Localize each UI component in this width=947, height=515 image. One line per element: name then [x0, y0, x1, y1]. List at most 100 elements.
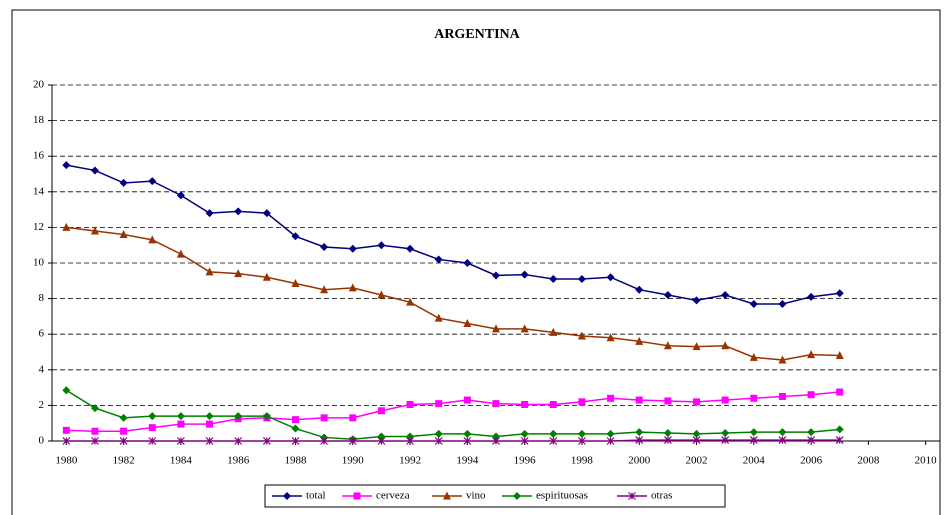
- marker: [578, 437, 586, 445]
- marker: [234, 412, 243, 421]
- marker: [492, 437, 500, 445]
- x-tick-label: 2010: [915, 455, 938, 467]
- marker: [520, 324, 529, 333]
- x-tick-label: 1994: [456, 455, 479, 467]
- marker: [807, 350, 816, 359]
- marker: [521, 401, 529, 409]
- marker: [205, 209, 214, 218]
- legend-label: total: [306, 490, 326, 502]
- marker: [406, 437, 414, 445]
- series-line: [66, 391, 840, 432]
- legend-label: espirituosas: [536, 490, 588, 502]
- marker: [750, 394, 758, 402]
- marker: [234, 207, 243, 216]
- marker: [692, 296, 701, 305]
- marker: [205, 412, 214, 421]
- marker: [348, 244, 357, 253]
- marker: [663, 341, 672, 350]
- marker: [406, 244, 415, 253]
- marker: [577, 275, 586, 284]
- marker: [119, 178, 128, 187]
- marker: [549, 275, 558, 284]
- marker: [91, 437, 99, 445]
- marker: [176, 412, 185, 421]
- marker: [807, 391, 815, 399]
- y-tick-label: 4: [39, 363, 45, 375]
- chart-frame: [11, 9, 941, 515]
- marker: [91, 427, 99, 435]
- marker: [377, 241, 386, 250]
- marker: [177, 420, 185, 428]
- marker: [749, 436, 758, 445]
- marker: [807, 292, 816, 301]
- marker: [463, 259, 472, 267]
- y-tick-label: 14: [33, 185, 45, 197]
- marker: [463, 437, 472, 445]
- series-line: [66, 226, 840, 361]
- marker: [377, 437, 386, 445]
- marker: [320, 437, 329, 445]
- marker: [577, 331, 586, 340]
- marker: [778, 393, 786, 400]
- x-tick-label: 1998: [571, 455, 594, 467]
- marker: [434, 255, 443, 264]
- marker: [206, 420, 214, 428]
- marker: [90, 166, 99, 175]
- x-tick-label: 1986: [227, 455, 250, 467]
- y-tick-label: 18: [33, 114, 45, 126]
- x-tick-label: 1992: [399, 455, 421, 467]
- marker: [549, 429, 558, 438]
- marker: [320, 285, 329, 294]
- x-tick-label: 1996: [514, 455, 537, 467]
- x-tick-label: 1980: [55, 455, 78, 467]
- marker: [148, 412, 157, 421]
- y-tick-label: 20: [33, 79, 45, 91]
- marker: [90, 226, 99, 235]
- y-tick-label: 10: [33, 257, 45, 269]
- marker: [606, 273, 615, 282]
- marker: [549, 437, 558, 445]
- marker: [721, 436, 730, 445]
- series-line: [66, 439, 840, 442]
- marker: [549, 401, 557, 409]
- marker: [635, 285, 644, 294]
- series-line: [65, 389, 840, 440]
- x-tick-label: 1988: [284, 455, 307, 467]
- x-tick-label: 1984: [170, 455, 193, 467]
- marker: [693, 398, 701, 406]
- marker: [549, 327, 558, 336]
- marker: [778, 355, 787, 364]
- marker: [262, 272, 271, 281]
- marker: [234, 269, 243, 278]
- marker: [176, 249, 185, 258]
- marker: [148, 437, 157, 445]
- marker: [62, 426, 70, 434]
- marker: [353, 492, 361, 500]
- marker: [205, 437, 214, 445]
- x-tick-label: 2008: [857, 455, 880, 467]
- marker: [463, 319, 472, 328]
- marker: [577, 429, 586, 438]
- marker: [606, 333, 615, 342]
- x-tick-label: 1982: [113, 455, 135, 467]
- marker: [434, 313, 443, 322]
- marker: [663, 291, 672, 300]
- marker: [721, 396, 729, 404]
- marker: [778, 299, 787, 308]
- marker: [520, 429, 529, 438]
- marker: [692, 429, 701, 438]
- marker: [62, 161, 71, 170]
- marker: [205, 267, 214, 276]
- marker: [520, 270, 529, 279]
- y-tick-label: 6: [39, 328, 45, 340]
- marker: [463, 429, 472, 438]
- marker: [606, 429, 615, 438]
- legend-label: otras: [651, 490, 672, 502]
- marker: [119, 230, 128, 239]
- y-tick-label: 16: [33, 150, 45, 162]
- marker: [835, 425, 844, 434]
- marker: [119, 413, 128, 422]
- marker: [663, 428, 672, 437]
- marker: [492, 324, 500, 333]
- marker: [434, 437, 443, 445]
